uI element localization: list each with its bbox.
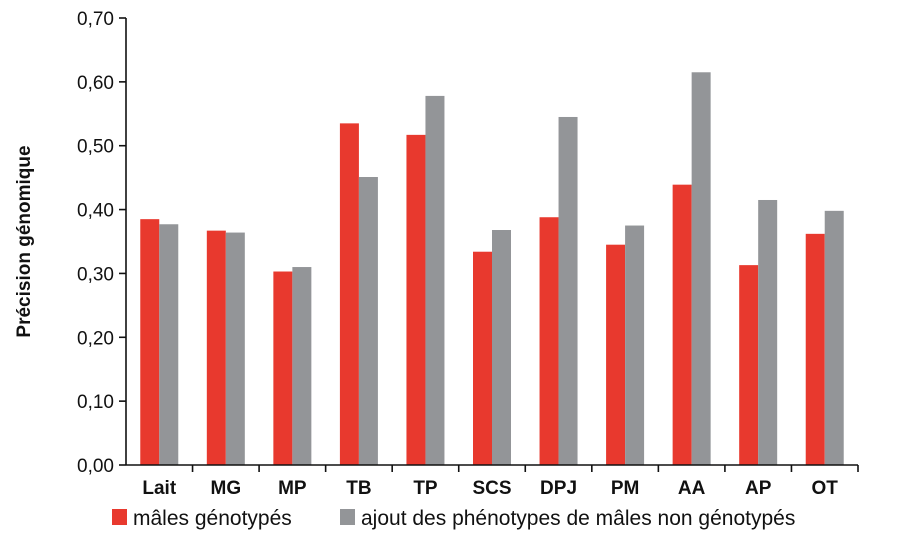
bar-ajout-phenotypes-lait: [159, 224, 179, 465]
bar-males-genotypes-ap: [739, 265, 759, 465]
x-category-label: DPJ: [540, 478, 577, 499]
bar-males-genotypes-pm: [606, 244, 626, 465]
bar-ajout-phenotypes-tp: [425, 95, 445, 466]
bar-ajout-phenotypes-mp: [292, 267, 312, 465]
legend: mâles génotypés ajout des phénotypes de m…: [112, 507, 795, 530]
x-axis-categories: Lait MG MP TB TP SCS DPJ PM AA AP OT: [142, 465, 859, 499]
bar-males-genotypes-mp: [273, 271, 293, 465]
x-category-label: OT: [812, 478, 839, 499]
legend-swatch: [112, 509, 127, 525]
y-axis-ticks: 0,00 0,10 0,20 0,30 0,40 0,50 0,60 0,70: [77, 9, 126, 477]
bar-males-genotypes-ot: [805, 233, 825, 465]
y-axis-label: Précision génomique: [14, 145, 35, 337]
bar-ajout-phenotypes-pm: [625, 225, 645, 465]
x-category-label: AP: [745, 478, 772, 499]
y-tick-label: 0,10: [77, 392, 114, 413]
y-tick-label: 0,20: [77, 328, 114, 349]
x-category-label: PM: [611, 478, 640, 499]
bar-ajout-phenotypes-mg: [225, 232, 245, 465]
x-category-label: TP: [413, 478, 438, 499]
bar-males-genotypes-tb: [339, 123, 359, 465]
bar-ajout-phenotypes-scs: [492, 230, 511, 465]
bar-males-genotypes-scs: [473, 251, 492, 465]
bar-males-genotypes-dpj: [539, 217, 559, 465]
bar-ajout-phenotypes-ap: [758, 199, 778, 465]
bars: [140, 72, 844, 466]
y-tick-label: 0,70: [77, 9, 114, 30]
bar-ajout-phenotypes-aa: [691, 72, 711, 466]
bar-ajout-phenotypes-dpj: [558, 116, 578, 465]
y-tick-label: 0,60: [77, 73, 114, 94]
x-category-label: Lait: [142, 478, 176, 499]
y-tick-label: 0,30: [77, 264, 114, 285]
x-category-label: MP: [278, 478, 307, 499]
bar-males-genotypes-aa: [672, 184, 692, 465]
x-category-label: SCS: [472, 478, 511, 499]
bar-ajout-phenotypes-tb: [358, 177, 378, 466]
bar-males-genotypes-tp: [406, 134, 426, 465]
legend-label: mâles génotypés: [133, 507, 292, 530]
bar-males-genotypes-mg: [206, 230, 226, 465]
x-category-label: MG: [211, 478, 242, 499]
y-tick-label: 0,00: [77, 456, 114, 477]
y-tick-label: 0,50: [77, 137, 114, 158]
bar-ajout-phenotypes-ot: [824, 210, 844, 465]
x-category-label: TB: [346, 478, 371, 499]
x-category-label: AA: [678, 478, 706, 499]
legend-label: ajout des phénotypes de mâles non génoty…: [361, 507, 795, 530]
bar-males-genotypes-lait: [140, 219, 160, 465]
legend-swatch: [340, 509, 355, 525]
y-tick-label: 0,40: [77, 201, 114, 222]
